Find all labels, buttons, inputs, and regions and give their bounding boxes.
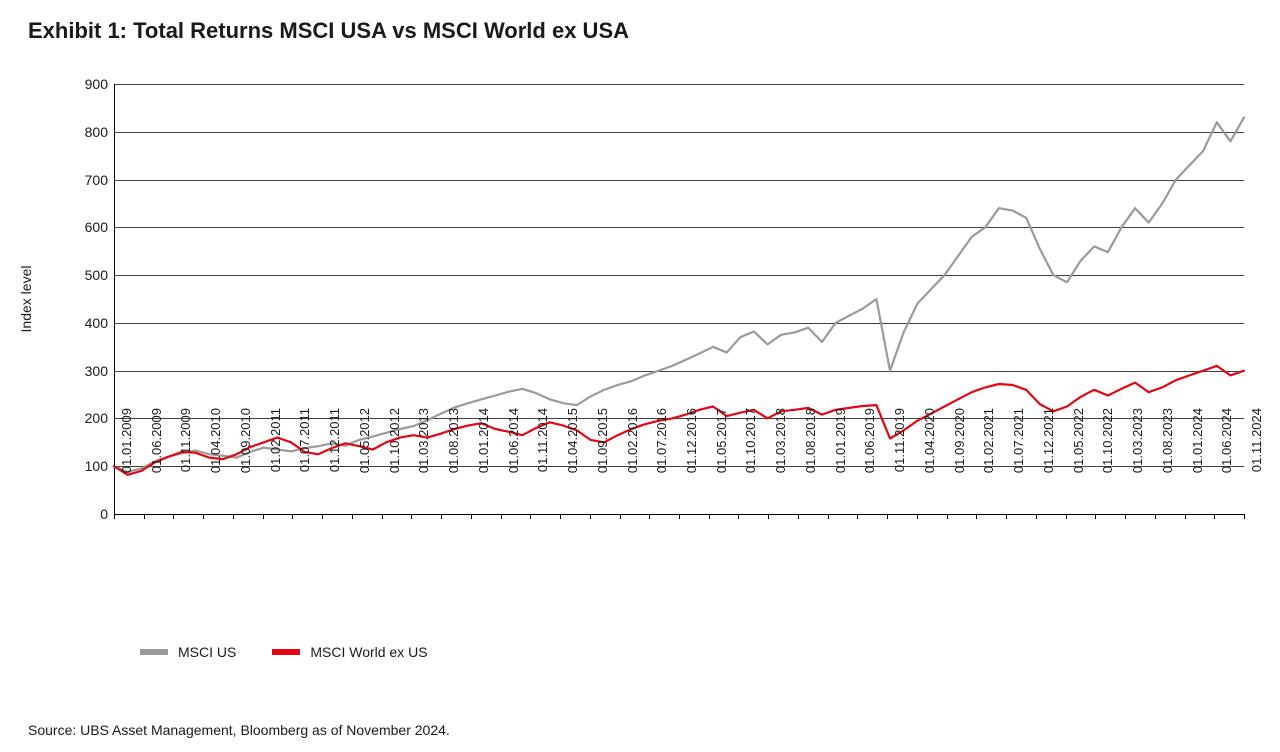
xtick-label: 01.12.2016 (684, 408, 699, 518)
ytick-label: 200 (62, 410, 108, 426)
ytick-label: 100 (62, 458, 108, 474)
ytick-label: 900 (62, 76, 108, 92)
legend-swatch-msci-us (140, 649, 168, 655)
legend-item-msci-us: MSCI US (140, 644, 236, 660)
ytick-label: 400 (62, 315, 108, 331)
legend: MSCI US MSCI World ex US (140, 644, 428, 660)
xtick-label: 01.11.2024 (1249, 408, 1264, 518)
legend-label-msci-us: MSCI US (178, 644, 236, 660)
legend-swatch-msci-world-ex-us (272, 649, 300, 655)
xtick-label: 01.08.2013 (446, 408, 461, 518)
xtick-label: 01.02.2021 (981, 408, 996, 518)
xtick-label: 01.01.2019 (833, 408, 848, 518)
xtick-label: 01.03.2018 (773, 408, 788, 518)
xtick-label: 01.07.2011 (297, 408, 312, 518)
legend-label-msci-world-ex-us: MSCI World ex US (310, 644, 427, 660)
xtick-label: 01.04.2020 (922, 408, 937, 518)
xtick-label: 01.11.2014 (535, 408, 550, 518)
xtick-label: 01.03.2023 (1130, 408, 1145, 518)
ytick-label: 700 (62, 172, 108, 188)
xtick-label: 01.06.2024 (1219, 408, 1234, 518)
ytick-label: 300 (62, 363, 108, 379)
chart-title: Exhibit 1: Total Returns MSCI USA vs MSC… (28, 18, 1252, 44)
xtick-label: 01.10.2017 (743, 408, 758, 518)
xtick-label: 01.09.2020 (952, 408, 967, 518)
xtick-label: 01.05.2022 (1071, 408, 1086, 518)
xtick-label: 01.09.2010 (238, 408, 253, 518)
xtick-label: 01.03.2013 (416, 408, 431, 518)
xtick-label: 01.07.2021 (1011, 408, 1026, 518)
xtick-label: 01.10.2012 (387, 408, 402, 518)
ytick-label: 500 (62, 267, 108, 283)
xtick-label: 01.04.2015 (565, 408, 580, 518)
ytick-label: 800 (62, 124, 108, 140)
y-axis-label: Index level (18, 266, 34, 333)
xtick-label: 01.06.2019 (862, 408, 877, 518)
xtick-label: 01.12.2011 (327, 408, 342, 518)
legend-item-msci-world-ex-us: MSCI World ex US (272, 644, 427, 660)
xtick-label: 01.04.2010 (208, 408, 223, 518)
xtick-label: 01.08.2018 (803, 408, 818, 518)
xtick-label: 01.07.2016 (654, 408, 669, 518)
ytick-label: 600 (62, 219, 108, 235)
ytick-label: 0 (62, 506, 108, 522)
xtick-label: 01.10.2022 (1100, 408, 1115, 518)
xtick-label: 01.02.2011 (268, 408, 283, 518)
xtick-label: 01.06.2014 (506, 408, 521, 518)
xtick-label: 01.11.2009 (178, 408, 193, 518)
chart-container: Index level 0100200300400500600700800900… (32, 84, 1252, 644)
xtick-label: 01.02.2016 (625, 408, 640, 518)
source-text: Source: UBS Asset Management, Bloomberg … (28, 722, 450, 738)
xtick-label: 01.11.2019 (892, 408, 907, 518)
xtick-label: 01.09.2015 (595, 408, 610, 518)
xtick-label: 01.12.2021 (1041, 408, 1056, 518)
xtick-label: 01.01.2024 (1190, 408, 1205, 518)
xtick-label: 01.06.2009 (149, 408, 164, 518)
xtick-label: 01.08.2023 (1160, 408, 1175, 518)
xtick-label: 01.05.2017 (714, 408, 729, 518)
x-ticks: 01.01.200901.06.200901.11.200901.04.2010… (114, 518, 1244, 638)
xtick-label: 01.01.2014 (476, 408, 491, 518)
xtick-label: 01.05.2012 (357, 408, 372, 518)
xtick-label: 01.01.2009 (119, 408, 134, 518)
